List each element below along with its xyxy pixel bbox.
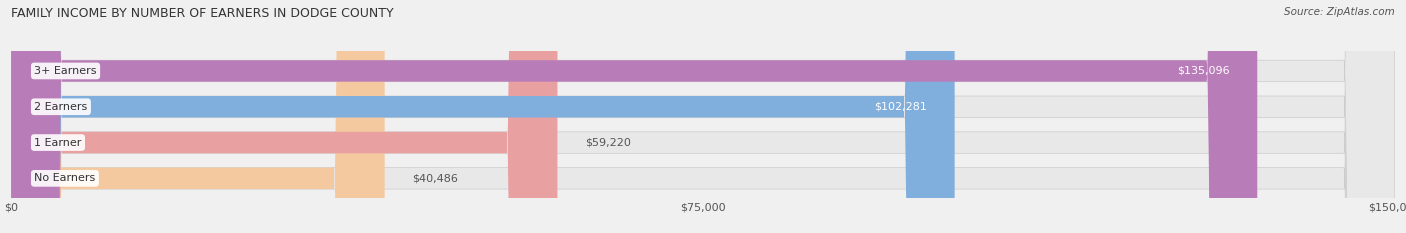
FancyBboxPatch shape <box>11 0 1395 233</box>
Text: 3+ Earners: 3+ Earners <box>34 66 97 76</box>
FancyBboxPatch shape <box>11 0 1395 233</box>
FancyBboxPatch shape <box>11 0 557 233</box>
Text: $59,220: $59,220 <box>585 137 631 147</box>
Text: 2 Earners: 2 Earners <box>34 102 87 112</box>
Text: FAMILY INCOME BY NUMBER OF EARNERS IN DODGE COUNTY: FAMILY INCOME BY NUMBER OF EARNERS IN DO… <box>11 7 394 20</box>
FancyBboxPatch shape <box>11 0 955 233</box>
Text: $135,096: $135,096 <box>1177 66 1230 76</box>
FancyBboxPatch shape <box>11 0 1395 233</box>
FancyBboxPatch shape <box>11 0 1257 233</box>
Text: $102,281: $102,281 <box>875 102 927 112</box>
FancyBboxPatch shape <box>11 0 385 233</box>
Text: Source: ZipAtlas.com: Source: ZipAtlas.com <box>1284 7 1395 17</box>
Text: No Earners: No Earners <box>34 173 96 183</box>
FancyBboxPatch shape <box>11 0 1395 233</box>
Text: $40,486: $40,486 <box>412 173 458 183</box>
Text: 1 Earner: 1 Earner <box>34 137 82 147</box>
